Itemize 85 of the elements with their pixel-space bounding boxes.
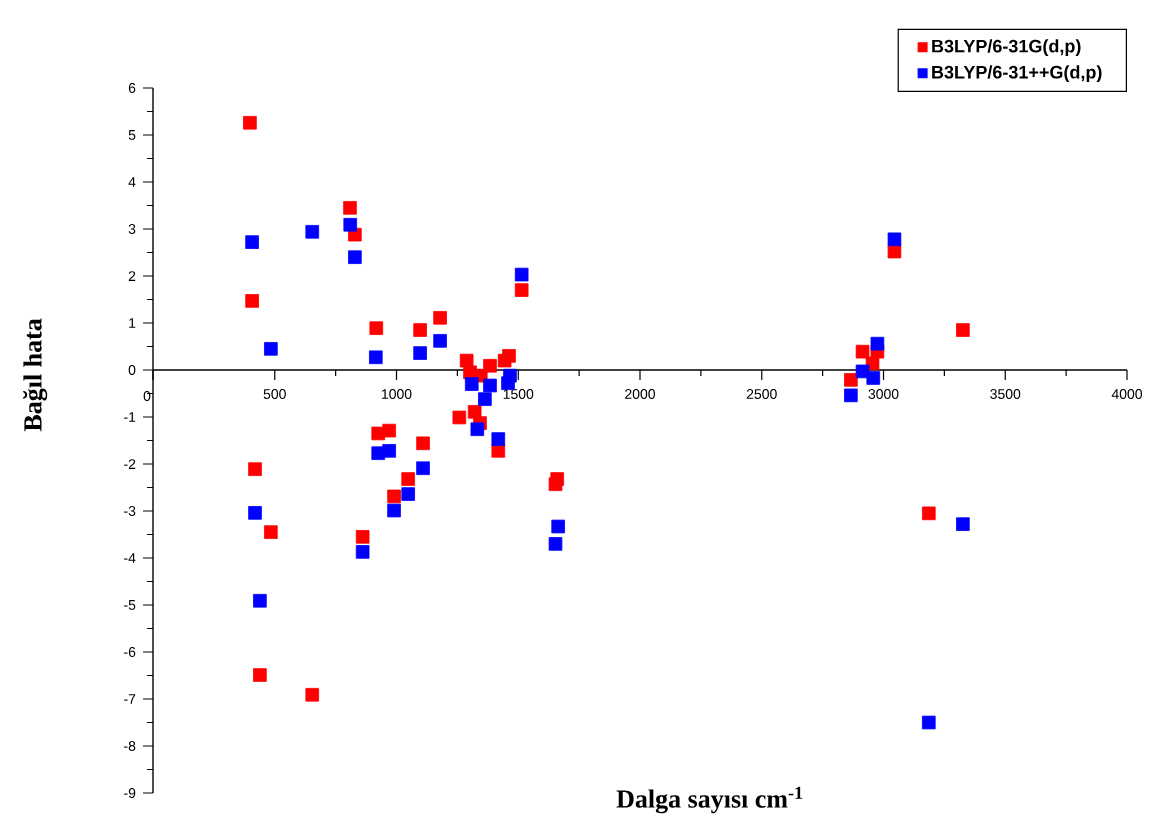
point	[483, 358, 497, 373]
y-tick-label: 0	[128, 365, 136, 375]
y-tick-label: 6	[128, 83, 136, 93]
y-tick-label: -2	[124, 459, 136, 469]
x-tick-label: 500	[263, 389, 286, 399]
point	[355, 545, 370, 559]
point	[452, 410, 467, 425]
point	[253, 593, 267, 608]
point	[305, 687, 320, 702]
x-tick-label: 0	[143, 391, 151, 401]
point	[502, 349, 516, 363]
point	[866, 371, 881, 385]
point	[514, 267, 529, 282]
point	[369, 321, 384, 335]
point	[382, 423, 396, 438]
point	[887, 232, 902, 247]
point	[369, 350, 383, 365]
y-tick-label: 4	[128, 177, 136, 187]
y-tick-label: -8	[124, 741, 136, 751]
x-tick-label: 3500	[990, 389, 1021, 399]
point	[413, 323, 427, 337]
point	[401, 472, 415, 486]
point	[264, 342, 278, 356]
point	[548, 537, 563, 551]
point	[264, 525, 278, 539]
point	[550, 472, 565, 486]
point	[956, 323, 970, 337]
point	[413, 346, 427, 360]
y-tick-label: -9	[124, 788, 136, 798]
y-tick-label: -5	[124, 600, 136, 610]
y-tick-label: 1	[129, 318, 136, 328]
y-tick-label: -7	[124, 694, 136, 704]
point	[416, 436, 430, 451]
y-tick-label: -1	[124, 412, 136, 422]
point	[855, 344, 870, 359]
y-tick-label: 3	[128, 224, 136, 234]
legend-label: B3LYP/6-31G(d,p)	[932, 39, 1081, 57]
x-tick-label: 2000	[625, 389, 656, 399]
point	[922, 506, 936, 521]
point	[348, 250, 362, 264]
y-axis-title: Bağıl hata	[23, 318, 48, 432]
point	[844, 373, 858, 387]
point	[922, 715, 936, 730]
point	[243, 115, 257, 130]
point	[382, 444, 396, 458]
x-tick-label: 1000	[382, 389, 412, 399]
point	[387, 503, 401, 518]
point	[433, 311, 447, 325]
y-tick-label: -4	[124, 553, 136, 563]
point	[503, 368, 517, 383]
point	[478, 392, 492, 406]
x-tick-label: 4000	[1111, 389, 1143, 399]
x-tick-label: 1500	[503, 389, 534, 399]
point	[248, 462, 262, 476]
point	[470, 422, 485, 437]
y-tick-label: -3	[124, 506, 136, 516]
point	[343, 217, 358, 232]
x-axis-title: Dalga sayısı cm$^{-1}$	[616, 786, 803, 814]
point	[483, 378, 497, 393]
point	[514, 283, 529, 297]
point	[956, 517, 970, 531]
point	[467, 405, 482, 419]
point	[887, 244, 902, 259]
point	[305, 225, 320, 239]
y-tick-label: -6	[124, 647, 136, 657]
point	[551, 519, 565, 534]
point	[416, 461, 430, 476]
point	[844, 388, 858, 403]
point	[387, 489, 401, 504]
legend-label: B3LYP/6-31++G(d,p)	[932, 65, 1102, 83]
point	[248, 506, 262, 520]
point	[401, 487, 415, 501]
point	[343, 201, 357, 215]
point	[464, 377, 479, 391]
x-tick-label: 2500	[746, 389, 777, 399]
x-tick-label: 3000	[868, 389, 899, 399]
point	[433, 334, 447, 348]
point	[253, 668, 267, 682]
y-tick-label: 2	[128, 271, 136, 281]
point	[355, 530, 370, 544]
point	[245, 294, 259, 308]
point	[245, 235, 259, 249]
point	[870, 336, 885, 351]
y-tick-label: 5	[128, 130, 136, 140]
point	[491, 432, 506, 446]
